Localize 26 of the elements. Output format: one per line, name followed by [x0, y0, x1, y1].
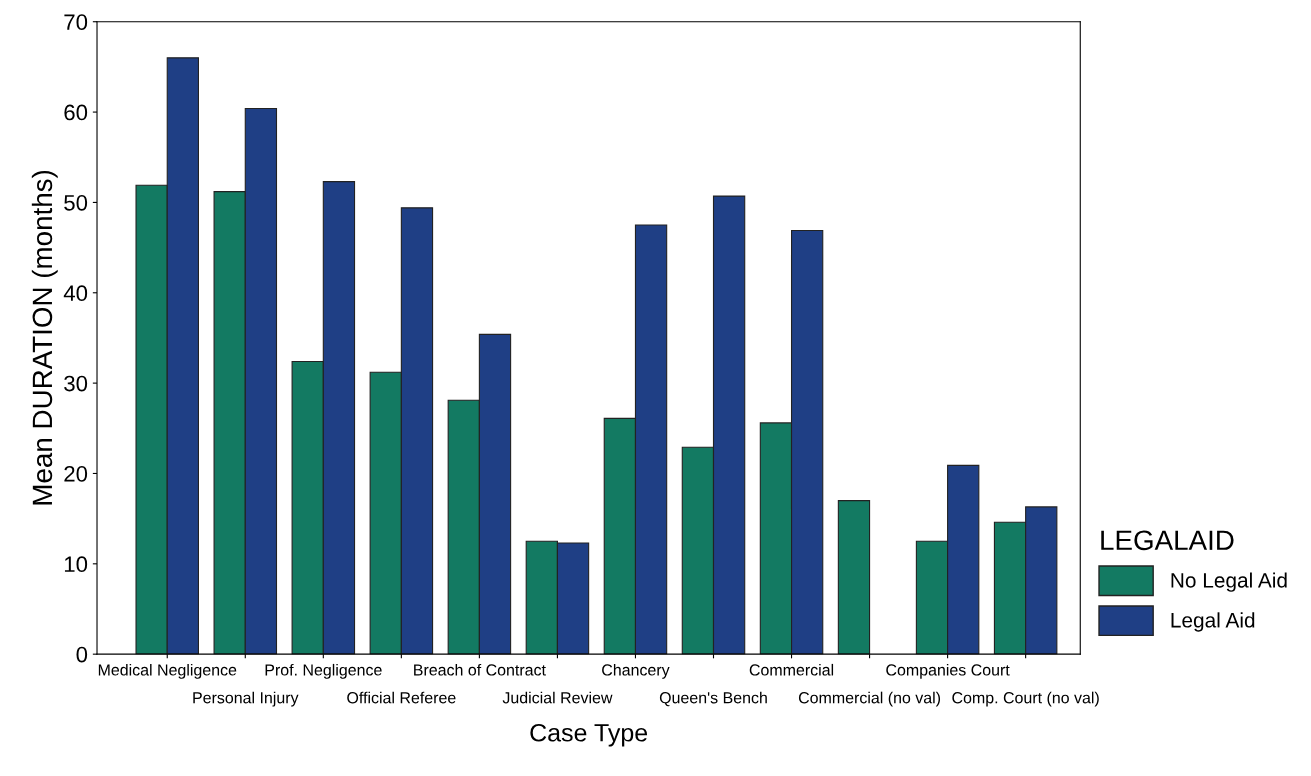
y-tick-label: 20 — [64, 466, 88, 482]
x-tick-label: Prof. Negligence — [265, 663, 382, 679]
x-tick-label: Official Referee — [347, 691, 456, 704]
y-tick-label: 70 — [64, 14, 88, 30]
legend-title: LEGALAID — [1101, 530, 1234, 551]
y-tick-label: 10 — [64, 556, 88, 573]
y-tick-label: 30 — [64, 375, 88, 392]
x-tick-label: Comp. Court (no val) — [952, 691, 1099, 707]
legend-label: Legal Aid — [1171, 612, 1255, 632]
x-tick-label: Personal Injury — [193, 691, 299, 707]
y-tick-label: 40 — [63, 285, 88, 302]
x-tick-label: Chancery — [602, 663, 670, 679]
y-tick-label: 0 — [76, 646, 88, 663]
y-tick-label: 60 — [64, 104, 88, 121]
x-tick-label: Companies Court — [886, 663, 1010, 679]
x-tick-label: Medical Negligence — [98, 663, 237, 679]
x-tick-label: Breach of Contract — [414, 663, 546, 676]
x-tick-label: Commercial (no val) — [798, 691, 941, 707]
bar — [837, 500, 871, 655]
x-tick-label: Commercial — [749, 663, 834, 676]
legend-label: No Legal Aid — [1171, 572, 1287, 592]
y-axis-title: Mean DURATION (months) — [31, 170, 58, 505]
x-axis-title: Case Type — [530, 723, 648, 747]
x-tick-label: Queen's Bench — [659, 691, 767, 707]
y-tick-label: 50 — [64, 194, 88, 211]
x-tick-label: Judicial Review — [502, 691, 613, 704]
